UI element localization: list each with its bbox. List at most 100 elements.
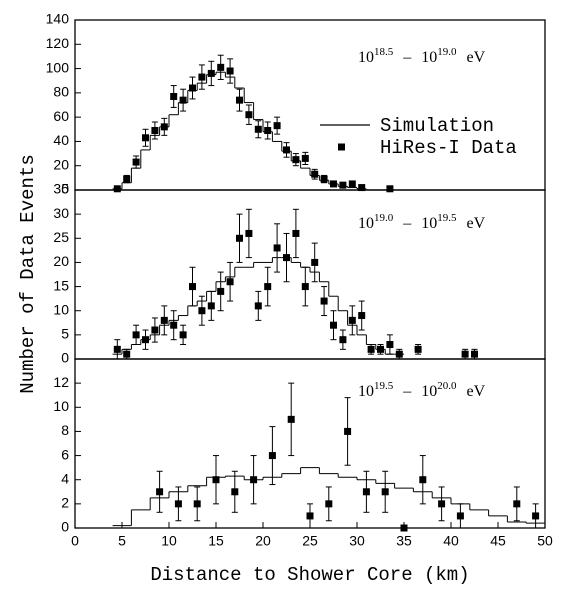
data-point — [245, 111, 253, 119]
data-point — [179, 96, 187, 104]
data-point — [414, 345, 422, 353]
x-tick-label: 25 — [302, 533, 318, 549]
y-tick-label: 100 — [46, 59, 70, 75]
annotation-base: 10 — [421, 49, 437, 66]
x-tick-label: 10 — [161, 533, 177, 549]
data-point — [292, 156, 300, 164]
y-tick-label: 60 — [53, 108, 69, 124]
data-point — [348, 180, 356, 188]
x-axis-label: Distance to Shower Core (km) — [150, 564, 469, 586]
data-point — [132, 331, 140, 339]
data-point — [174, 500, 182, 508]
data-point — [367, 345, 375, 353]
data-point — [189, 84, 196, 92]
x-tick-label: 0 — [71, 533, 79, 549]
y-tick-label: 40 — [53, 132, 69, 148]
data-point — [287, 415, 295, 423]
annotation-separator: – — [402, 49, 412, 66]
data-point — [113, 185, 121, 193]
data-point — [358, 312, 366, 320]
annotation-unit: eV — [467, 215, 486, 232]
x-tick-label: 30 — [349, 533, 365, 549]
annotation-base: 10 — [358, 49, 374, 66]
annotation-exponent: 19.0 — [437, 46, 457, 58]
data-point — [330, 180, 337, 188]
data-point — [273, 244, 281, 252]
data-point — [461, 350, 469, 358]
data-point — [292, 229, 300, 237]
annotation-unit: eV — [467, 383, 486, 400]
y-tick-label: 15 — [53, 277, 69, 293]
data-point — [207, 69, 215, 77]
legend-label: Simulation — [380, 115, 494, 137]
data-point — [320, 175, 328, 183]
annotation: 1018.5–1019.0 eV — [358, 46, 486, 66]
x-tick-label: 40 — [443, 533, 459, 549]
data-point — [339, 336, 347, 344]
annotation-base: 10 — [421, 383, 437, 400]
data-point — [160, 316, 168, 324]
x-tick-label: 20 — [255, 533, 271, 549]
data-point — [381, 488, 389, 496]
data-point — [151, 326, 159, 334]
data-point — [245, 229, 253, 237]
y-tick-label: 0 — [61, 519, 69, 535]
data-point — [207, 302, 215, 310]
data-point — [283, 254, 290, 262]
annotation-exponent: 19.5 — [437, 212, 457, 224]
data-point — [348, 316, 356, 324]
data-point — [160, 123, 168, 131]
data-point — [189, 283, 196, 291]
data-point — [268, 452, 276, 460]
y-tick-label: 20 — [53, 156, 69, 172]
data-point — [301, 283, 309, 291]
data-point — [377, 345, 384, 353]
data-point — [132, 158, 140, 166]
data-point — [170, 321, 178, 329]
data-point — [170, 93, 178, 100]
data-point — [123, 350, 131, 358]
y-tick-label: 6 — [61, 446, 69, 462]
annotation-base: 10 — [421, 215, 437, 232]
data-point — [113, 345, 121, 353]
data-point — [217, 287, 225, 295]
data-point — [156, 488, 164, 496]
y-tick-label: 5 — [61, 326, 69, 342]
data-point — [254, 125, 262, 133]
y-tick-label: 10 — [53, 398, 69, 414]
data-point — [264, 283, 272, 291]
data-point — [254, 302, 262, 310]
annotation-unit: eV — [467, 49, 486, 66]
y-tick-label: 4 — [61, 470, 69, 486]
data-point — [231, 488, 239, 496]
x-tick-label: 5 — [118, 533, 126, 549]
y-tick-label: 30 — [53, 205, 69, 221]
data-point — [330, 321, 337, 329]
x-tick-label: 45 — [490, 533, 506, 549]
y-tick-label: 0 — [61, 350, 69, 366]
data-point — [226, 67, 234, 75]
y-tick-label: 25 — [53, 229, 69, 245]
data-point — [226, 278, 234, 286]
y-tick-label: 35 — [53, 181, 69, 197]
data-point — [179, 331, 187, 339]
y-tick-label: 12 — [53, 374, 69, 390]
data-point — [400, 524, 408, 532]
data-point — [320, 297, 328, 305]
y-tick-label: 140 — [46, 11, 70, 27]
annotation: 1019.5–1020.0 eV — [358, 380, 486, 400]
annotation: 1019.0–1019.5 eV — [358, 212, 486, 232]
data-point — [198, 307, 206, 315]
y-tick-label: 120 — [46, 35, 70, 51]
annotation-exponent: 18.5 — [374, 46, 394, 58]
data-point — [358, 184, 366, 192]
y-tick-label: 2 — [61, 495, 69, 511]
x-tick-label: 35 — [396, 533, 412, 549]
data-point — [193, 500, 201, 508]
data-point — [217, 63, 225, 71]
data-point — [142, 134, 149, 142]
legend-label: HiRes-I Data — [380, 137, 517, 159]
data-point — [362, 488, 370, 496]
